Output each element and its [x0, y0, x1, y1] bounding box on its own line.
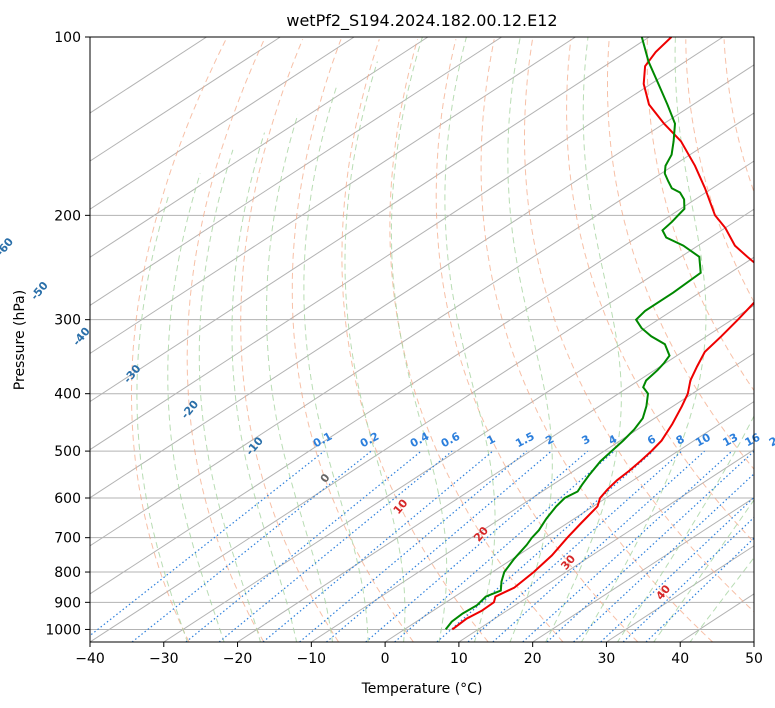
dry-adiabat-line — [291, 39, 414, 642]
mixing-ratio-line — [299, 450, 528, 642]
moist-adiabat-line — [653, 498, 754, 642]
isotherm-line — [90, 37, 724, 451]
x-tick-label: 50 — [745, 651, 763, 667]
isotherm-line — [90, 37, 502, 306]
moist-adiabat-line — [136, 195, 188, 642]
dry-adiabat-line — [566, 39, 754, 543]
grid-layer — [90, 37, 754, 642]
isotherm-line — [90, 37, 650, 403]
y-tick-label: 800 — [54, 565, 81, 581]
mixing-ratio-line — [326, 450, 552, 642]
dry-adiabat-line — [480, 39, 714, 642]
y-tick-label: 200 — [54, 208, 81, 224]
dry-adiabat-line — [131, 39, 227, 642]
series-layer — [444, 37, 754, 631]
y-tick-label: 300 — [54, 313, 81, 329]
dry-adiabat-line — [685, 39, 754, 304]
moist-adiabat-line — [198, 149, 262, 642]
dry-adiabat-line — [524, 39, 754, 613]
isotherm-line — [458, 449, 754, 642]
chart-title: wetPf2_S194.2024.182.00.12.E12 — [286, 11, 557, 31]
isotherm-line — [90, 37, 576, 355]
moist-adiabat-line — [344, 61, 406, 642]
isotherm-line — [237, 304, 754, 642]
dry-adiabat-line — [723, 39, 754, 194]
dry-adiabat-line — [341, 39, 489, 642]
dry-adiabat-line — [240, 39, 340, 642]
y-tick-label: 900 — [54, 595, 81, 611]
dry-adiabat-line — [646, 39, 754, 392]
moist-adiabat-line — [507, 37, 553, 642]
mixing-ratio-line — [522, 450, 733, 642]
x-tick-label: −10 — [297, 651, 327, 667]
y-tick-label: 100 — [54, 30, 81, 46]
isotherm-line — [163, 256, 754, 642]
dry-adiabat-line — [435, 39, 639, 642]
moist-adiabat-line — [390, 37, 448, 642]
isotherm-line — [90, 208, 754, 642]
moist-adiabat-line — [444, 37, 496, 642]
moist-adiabat-line — [266, 114, 334, 642]
moist-adiabat-line — [231, 132, 298, 642]
mixing-ratio-line — [131, 450, 372, 642]
x-tick-label: −40 — [75, 651, 105, 667]
axis-ticks: −40 −30 −20 −10 0 10 20 30 40 50 1000 900 800 700 600 5… — [45, 30, 763, 667]
y-tick-label: 400 — [54, 387, 81, 403]
dry-adiabat-line — [389, 39, 564, 642]
isotherm-line — [90, 37, 429, 258]
mixing-ratio-line — [365, 450, 589, 642]
mixing-ratio-label: 16 — [743, 431, 763, 450]
moist-adiabat-line — [689, 556, 754, 642]
temperature-profile-line — [451, 37, 754, 631]
mixing-ratio-label: 10 — [693, 431, 713, 450]
isotherm-line — [532, 497, 754, 642]
isotherm-line — [90, 64, 754, 499]
y-axis-label: Pressure (hPa) — [12, 290, 28, 390]
mixing-ratio-line — [90, 450, 325, 637]
x-tick-label: 10 — [450, 651, 468, 667]
y-tick-label: 1000 — [45, 622, 81, 638]
mixing-ratio-line — [262, 450, 494, 642]
mixing-ratio-line — [185, 450, 422, 642]
x-tick-label: −20 — [223, 651, 253, 667]
isotherm-line — [90, 160, 754, 595]
y-tick-label: 500 — [54, 444, 81, 460]
isotherm-line — [90, 37, 281, 162]
x-tick-label: 20 — [524, 651, 542, 667]
mixing-ratio-line — [436, 450, 654, 642]
mixing-ratio-label: 13 — [721, 431, 741, 450]
y-tick-label: 700 — [54, 531, 81, 547]
y-tick-label: 600 — [54, 491, 81, 507]
moist-adiabat-line — [303, 83, 369, 642]
isotherm-line — [90, 37, 355, 210]
x-tick-label: −30 — [149, 651, 179, 667]
isotherm-line — [90, 112, 754, 547]
dry-adiabat-line — [186, 39, 265, 642]
x-tick-label: 40 — [671, 651, 689, 667]
mixing-ratio-line — [394, 450, 615, 642]
dewpoint-profile-line — [444, 37, 702, 631]
mixing-ratio-line — [573, 473, 754, 642]
mixing-ratio-label: 20 — [767, 431, 775, 450]
x-tick-label: 0 — [381, 651, 390, 667]
isotherm-line — [384, 400, 754, 642]
moist-adiabat-line — [545, 37, 622, 642]
mixing-ratio-line — [546, 450, 754, 642]
moist-adiabat-line — [167, 173, 225, 642]
plot-frame — [89, 36, 755, 643]
x-axis-label: Temperature (°C) — [361, 681, 483, 697]
x-tick-label: 30 — [598, 651, 616, 667]
moist-adiabat-line — [580, 37, 707, 642]
isotherm-line — [311, 352, 754, 642]
